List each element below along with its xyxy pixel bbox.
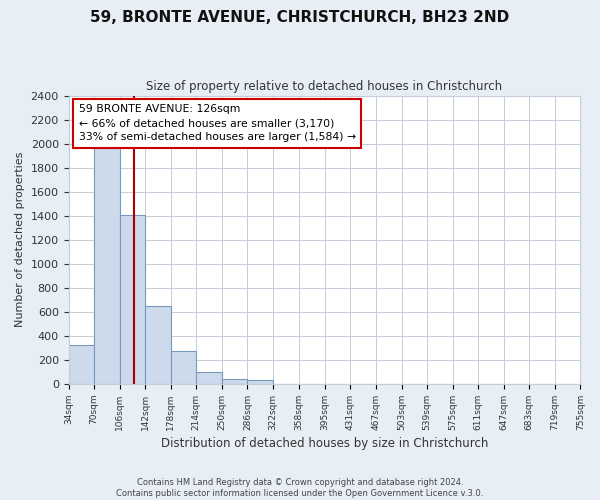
- Title: Size of property relative to detached houses in Christchurch: Size of property relative to detached ho…: [146, 80, 503, 93]
- X-axis label: Distribution of detached houses by size in Christchurch: Distribution of detached houses by size …: [161, 437, 488, 450]
- Bar: [94, 148, 119, 384]
- Bar: [145, 306, 171, 384]
- Bar: [68, 345, 94, 384]
- Text: 59 BRONTE AVENUE: 126sqm
← 66% of detached houses are smaller (3,170)
33% of sem: 59 BRONTE AVENUE: 126sqm ← 66% of detach…: [79, 104, 356, 142]
- Bar: [171, 351, 196, 384]
- Bar: [247, 380, 273, 384]
- Bar: [222, 378, 247, 384]
- Y-axis label: Number of detached properties: Number of detached properties: [15, 152, 25, 328]
- Text: Contains HM Land Registry data © Crown copyright and database right 2024.
Contai: Contains HM Land Registry data © Crown c…: [116, 478, 484, 498]
- Text: 59, BRONTE AVENUE, CHRISTCHURCH, BH23 2ND: 59, BRONTE AVENUE, CHRISTCHURCH, BH23 2N…: [91, 10, 509, 25]
- Bar: [196, 372, 222, 384]
- Bar: [119, 215, 145, 384]
